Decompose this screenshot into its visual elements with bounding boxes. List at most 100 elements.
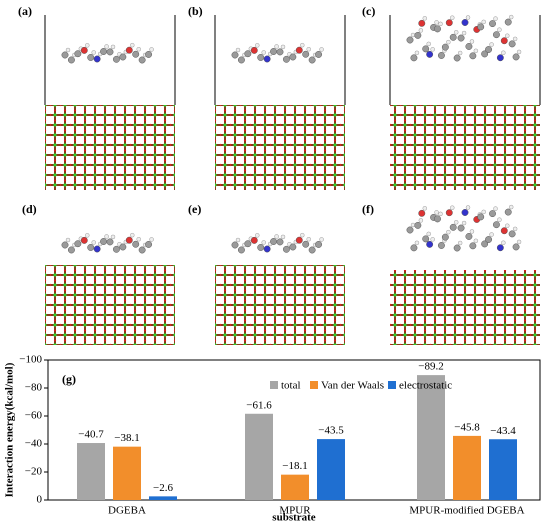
- x-tick-label: MPUR: [279, 505, 311, 517]
- atom: [508, 14, 514, 20]
- atom: [426, 240, 434, 248]
- atom: [489, 20, 496, 28]
- atom: [489, 232, 494, 237]
- bar: [453, 435, 481, 500]
- atom: [492, 221, 500, 229]
- atom: [130, 232, 135, 238]
- x-tick-label: MPUR-modified DGEBA: [409, 505, 524, 517]
- legend-swatch: [270, 381, 278, 389]
- atom: [438, 21, 443, 27]
- atom: [282, 245, 290, 253]
- x-axis-label: substrate: [272, 512, 316, 524]
- atom: [449, 223, 457, 231]
- atom: [438, 211, 443, 217]
- atom: [410, 244, 418, 252]
- atom: [500, 37, 508, 45]
- atom: [231, 241, 239, 249]
- y-tick-label: −40: [25, 438, 43, 450]
- atom: [516, 49, 522, 55]
- bar: [245, 413, 273, 500]
- atom: [119, 243, 127, 251]
- atom: [91, 240, 96, 245]
- atom: [145, 51, 153, 58]
- atom: [477, 23, 485, 31]
- atom: [512, 226, 518, 232]
- atom: [80, 236, 88, 244]
- atom: [244, 50, 252, 58]
- atom: [508, 230, 516, 238]
- atom: [263, 245, 271, 253]
- x-tick-label: DGEBA: [108, 505, 146, 517]
- y-tick-label: −60: [25, 410, 43, 422]
- atom: [61, 51, 69, 59]
- bar: [317, 439, 345, 500]
- atom: [469, 39, 475, 44]
- atom: [280, 234, 286, 240]
- atom: [493, 16, 498, 21]
- atom: [441, 233, 449, 241]
- atom: [261, 240, 266, 245]
- panel-label: (e): [188, 202, 201, 216]
- atom: [414, 240, 420, 246]
- atom: [469, 229, 475, 234]
- atom: [274, 44, 279, 49]
- atom: [138, 56, 146, 64]
- atom: [110, 44, 116, 50]
- atom: [446, 229, 451, 235]
- atom: [457, 240, 463, 246]
- atom: [457, 50, 463, 56]
- bar: [113, 446, 141, 500]
- lattice: [390, 105, 540, 190]
- atom: [465, 233, 473, 240]
- atom: [93, 55, 101, 63]
- atom: [437, 242, 445, 249]
- atom: [255, 233, 260, 238]
- atom: [422, 235, 430, 243]
- atom: [453, 30, 459, 35]
- value-label: −18.1: [282, 460, 307, 472]
- atom: [422, 45, 430, 53]
- panel-label: (d): [22, 202, 37, 216]
- atom: [295, 236, 303, 244]
- atom: [85, 233, 90, 238]
- atom: [508, 40, 516, 48]
- atom: [125, 236, 133, 244]
- legend-label: Van der Waals: [321, 380, 384, 392]
- atom: [426, 231, 431, 237]
- atom: [136, 47, 141, 52]
- atom: [280, 44, 286, 50]
- bar-chart: 0 −20 −40 −60 −80 −100 (g) substrate Interaction…: [4, 354, 541, 524]
- y-tick-label: −100: [19, 354, 42, 366]
- atom: [430, 237, 435, 242]
- atom: [87, 244, 95, 251]
- y-tick-label: −20: [25, 466, 43, 478]
- atom: [504, 18, 512, 26]
- atom: [306, 237, 311, 242]
- atom: [276, 48, 284, 56]
- atom: [112, 245, 120, 253]
- atom: [255, 43, 260, 48]
- atom: [481, 240, 489, 248]
- bar: [77, 443, 105, 500]
- atom: [308, 56, 316, 64]
- atom: [270, 48, 278, 55]
- atom: [237, 56, 245, 64]
- atom: [300, 232, 305, 238]
- atom: [406, 226, 414, 234]
- atom: [501, 240, 506, 245]
- atom: [410, 32, 416, 38]
- panel-label: (b): [188, 4, 203, 18]
- atom: [504, 208, 512, 216]
- atom: [461, 19, 469, 26]
- atom: [414, 221, 422, 229]
- value-label: −61.6: [246, 399, 272, 411]
- atom: [104, 234, 109, 239]
- atom: [508, 204, 514, 210]
- atom: [261, 50, 266, 55]
- atom: [231, 51, 239, 59]
- legend-swatch: [310, 381, 318, 389]
- atom: [512, 243, 520, 251]
- value-label: −38.1: [114, 432, 139, 444]
- legend-label: electrostatic: [399, 380, 452, 392]
- atom: [418, 28, 424, 33]
